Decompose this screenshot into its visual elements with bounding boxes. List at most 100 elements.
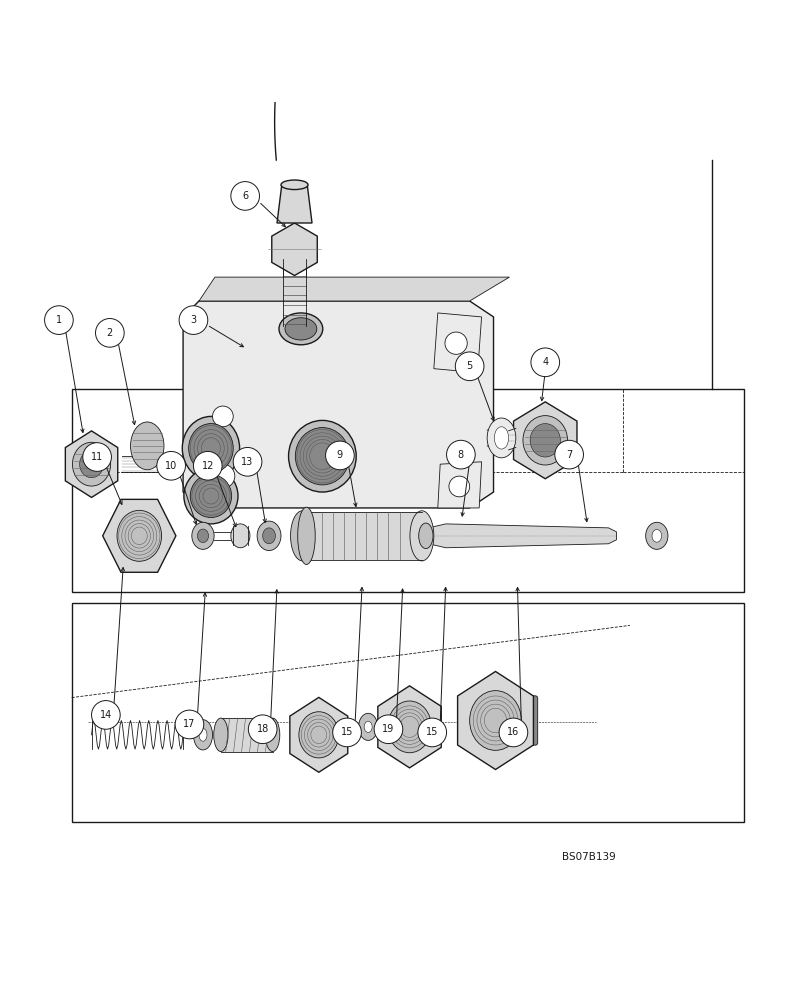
Ellipse shape	[266, 718, 280, 752]
Circle shape	[96, 319, 124, 347]
Circle shape	[231, 182, 259, 210]
Ellipse shape	[281, 180, 308, 190]
Text: 9: 9	[337, 450, 343, 460]
Ellipse shape	[299, 712, 339, 758]
Ellipse shape	[263, 528, 275, 544]
Polygon shape	[422, 524, 616, 548]
Ellipse shape	[388, 701, 431, 753]
Text: 11: 11	[91, 452, 103, 462]
Circle shape	[92, 701, 120, 729]
Ellipse shape	[365, 721, 373, 732]
Ellipse shape	[231, 524, 250, 548]
Circle shape	[83, 443, 111, 471]
Text: 13: 13	[241, 457, 254, 467]
Ellipse shape	[652, 529, 661, 542]
Bar	[220, 718, 272, 752]
Text: 1: 1	[56, 315, 62, 325]
Text: 15: 15	[341, 727, 353, 737]
Ellipse shape	[182, 416, 240, 480]
Ellipse shape	[257, 521, 281, 551]
Ellipse shape	[494, 427, 509, 449]
Bar	[72, 389, 744, 592]
Ellipse shape	[646, 522, 668, 549]
FancyBboxPatch shape	[517, 696, 538, 745]
Ellipse shape	[192, 522, 214, 549]
Ellipse shape	[190, 475, 232, 518]
Polygon shape	[277, 185, 312, 223]
Text: 7: 7	[566, 450, 572, 460]
Circle shape	[233, 447, 262, 476]
Text: 3: 3	[190, 315, 197, 325]
Polygon shape	[103, 499, 176, 572]
Circle shape	[449, 476, 470, 497]
Polygon shape	[513, 402, 577, 479]
Polygon shape	[438, 462, 482, 508]
Ellipse shape	[193, 720, 213, 750]
Circle shape	[418, 718, 447, 747]
Ellipse shape	[199, 728, 207, 741]
Circle shape	[179, 306, 208, 334]
Polygon shape	[378, 686, 441, 768]
Text: 16: 16	[507, 727, 520, 737]
Ellipse shape	[80, 451, 103, 478]
Ellipse shape	[295, 428, 349, 485]
Circle shape	[45, 306, 73, 334]
Circle shape	[175, 710, 204, 739]
Text: 19: 19	[382, 724, 395, 734]
Circle shape	[211, 464, 235, 488]
Polygon shape	[65, 431, 118, 497]
Text: 4: 4	[542, 357, 548, 367]
Text: 2: 2	[107, 328, 113, 338]
Circle shape	[447, 440, 475, 469]
Circle shape	[374, 715, 403, 744]
Ellipse shape	[523, 416, 568, 465]
Circle shape	[455, 352, 484, 381]
Ellipse shape	[487, 418, 516, 458]
Text: 6: 6	[242, 191, 248, 201]
Text: 15: 15	[426, 727, 439, 737]
Ellipse shape	[189, 424, 233, 473]
Ellipse shape	[213, 718, 228, 752]
Circle shape	[213, 406, 233, 427]
Ellipse shape	[358, 713, 378, 740]
Bar	[302, 512, 422, 560]
Ellipse shape	[117, 510, 162, 561]
Text: 8: 8	[458, 450, 464, 460]
Text: 17: 17	[183, 719, 196, 729]
Ellipse shape	[131, 422, 164, 470]
Polygon shape	[434, 313, 482, 373]
Circle shape	[333, 718, 361, 747]
Circle shape	[326, 441, 354, 470]
Text: 14: 14	[100, 710, 112, 720]
Circle shape	[157, 451, 185, 480]
Ellipse shape	[288, 420, 356, 492]
Ellipse shape	[72, 442, 111, 486]
Ellipse shape	[419, 523, 433, 549]
Circle shape	[248, 715, 277, 744]
Ellipse shape	[530, 424, 560, 457]
Circle shape	[445, 332, 467, 354]
Ellipse shape	[197, 529, 209, 543]
Polygon shape	[290, 697, 348, 772]
Polygon shape	[271, 223, 318, 276]
Ellipse shape	[184, 468, 238, 524]
Polygon shape	[183, 301, 494, 508]
Ellipse shape	[470, 691, 521, 750]
Ellipse shape	[291, 511, 314, 561]
Circle shape	[499, 718, 528, 747]
Ellipse shape	[285, 318, 317, 340]
Circle shape	[531, 348, 560, 377]
Circle shape	[555, 440, 583, 469]
Text: BS07B139: BS07B139	[562, 852, 616, 862]
Circle shape	[193, 451, 222, 480]
Text: 18: 18	[256, 724, 269, 734]
Ellipse shape	[298, 507, 315, 564]
Text: 10: 10	[165, 461, 178, 471]
Text: 12: 12	[201, 461, 214, 471]
Text: 5: 5	[466, 361, 473, 371]
Ellipse shape	[279, 313, 323, 345]
Ellipse shape	[410, 511, 434, 561]
Bar	[72, 603, 744, 822]
Polygon shape	[458, 671, 533, 770]
Polygon shape	[199, 277, 509, 301]
